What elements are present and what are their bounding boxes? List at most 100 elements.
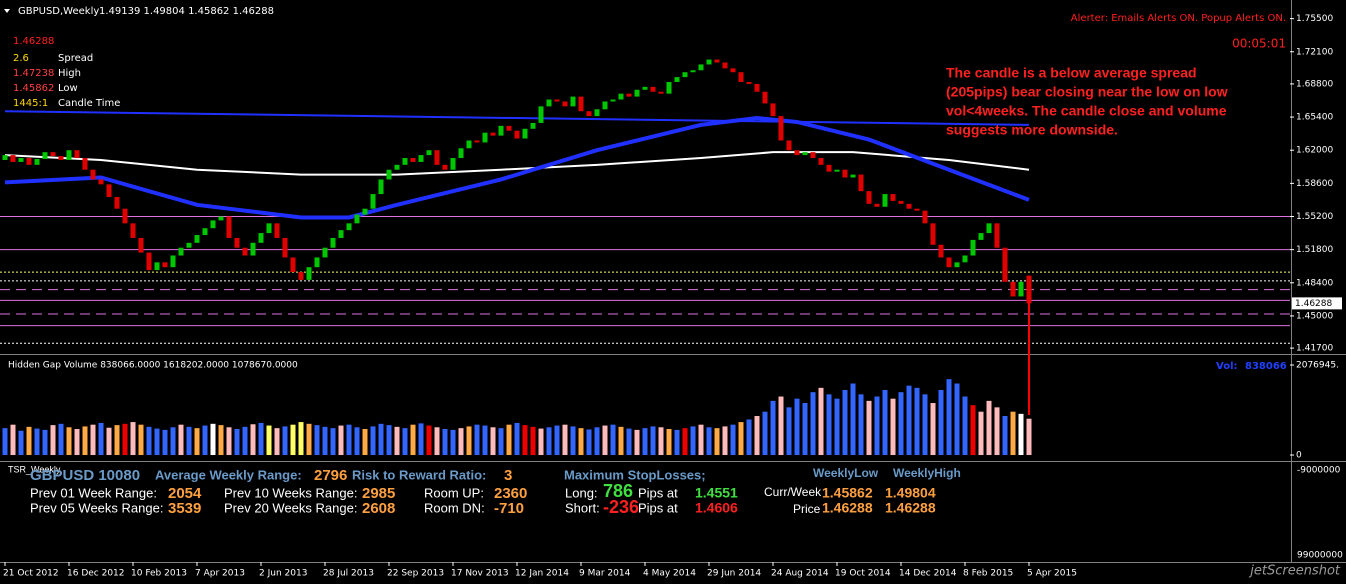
x-tick-label: 17 Nov 2013 [451, 569, 509, 579]
volume-bar [994, 407, 1000, 456]
candle [650, 86, 656, 92]
tsr-text: Long: [565, 485, 598, 500]
volume-bar [114, 425, 120, 456]
volume-bar [706, 427, 712, 456]
volume-bar [666, 429, 672, 456]
volume-bar [218, 425, 224, 456]
candle [274, 223, 280, 238]
volume-bar [906, 385, 912, 456]
y-tick-label: 1.68800 [1296, 79, 1333, 89]
candle [194, 235, 200, 243]
annotation-line: The candle is a below average spread [946, 65, 1197, 81]
candle [234, 237, 240, 248]
volume-bar [898, 392, 904, 456]
tsr-text: 3 [504, 467, 512, 484]
info-value: 1445:1 [13, 98, 48, 109]
candle [114, 197, 120, 209]
candle [202, 228, 208, 236]
volume-bar [690, 426, 696, 456]
volume-bar [506, 424, 512, 456]
y-tick-label: 1.48400 [1296, 278, 1333, 288]
candle [866, 191, 872, 204]
volume-bar [930, 403, 936, 456]
volume-bar [802, 403, 808, 456]
tsr-text: 1.45862 [822, 485, 873, 501]
volume-bar [778, 396, 784, 456]
candle [914, 208, 920, 211]
volume-bar [586, 429, 592, 456]
y-tick-label: 1.45000 [1296, 311, 1333, 321]
volume-bar [978, 411, 984, 456]
candle [2, 155, 8, 160]
tsr-text: 1.49804 [885, 485, 936, 501]
tsr-text: GBPUSD 10080 [30, 467, 140, 484]
tsr-text: WeeklyLow [813, 466, 879, 480]
tsr-text: Curr/Week [764, 485, 822, 499]
candle [890, 194, 896, 201]
candle [626, 93, 632, 97]
volume-bar [850, 383, 856, 456]
candle [570, 96, 576, 107]
volume-bar [122, 423, 128, 456]
candle [146, 252, 152, 271]
candle [410, 158, 416, 162]
candle [442, 164, 448, 170]
candle [882, 194, 888, 207]
volume-bar [594, 427, 600, 456]
candle [954, 262, 960, 268]
candle [818, 158, 824, 165]
tsr-text: 2985 [362, 485, 395, 502]
volume-bar [970, 405, 976, 456]
candle [986, 223, 992, 234]
volume-bar [530, 426, 536, 456]
tsr-text: Pips at [638, 485, 678, 500]
candle [554, 99, 560, 102]
candle [722, 62, 728, 69]
annotation: The candle is a below average spread (20… [946, 65, 1228, 138]
candle [778, 116, 784, 141]
volume-bar [282, 426, 288, 456]
volume-bar [130, 422, 136, 456]
candle [18, 158, 24, 162]
volume-bar [162, 429, 168, 456]
moving-average [4, 151, 1030, 176]
candle [634, 89, 640, 97]
candle [426, 150, 432, 156]
candle [674, 77, 680, 82]
x-tick-label: 2 Jun 2013 [259, 569, 307, 579]
volume-bar [986, 400, 992, 456]
volume-bar [562, 424, 568, 456]
candle [98, 179, 104, 185]
candle [466, 140, 472, 149]
volume-bar [42, 429, 48, 456]
moving-average [4, 116, 1030, 220]
candle [418, 155, 424, 162]
candle [850, 174, 856, 178]
candle [978, 233, 984, 240]
tsr-text: Risk to Reward Ratio: [352, 467, 486, 482]
x-tick-label: 28 Jul 2013 [323, 569, 374, 579]
tsr-text: 1.4606 [695, 500, 738, 516]
x-tick-label: 21 Oct 2012 [3, 569, 59, 579]
y-tick-label: 1.75500 [1296, 14, 1333, 24]
candle [450, 158, 456, 170]
candle [1018, 281, 1024, 297]
volume-bar [642, 428, 648, 456]
menu-arrow[interactable] [4, 9, 10, 13]
candle [50, 152, 56, 157]
volume-bar [650, 426, 656, 456]
candle [74, 150, 80, 159]
candle [858, 174, 864, 192]
candle [34, 158, 40, 165]
volume-bar [858, 394, 864, 456]
price-box [1292, 297, 1342, 310]
candle [314, 257, 320, 268]
volume-bar [394, 426, 400, 456]
volume-bar [458, 428, 464, 456]
candle [154, 262, 160, 271]
volume-bar [1018, 413, 1024, 456]
candle [362, 208, 368, 215]
candle [730, 68, 736, 73]
volume-bar [658, 427, 664, 456]
info-label: Spread [58, 53, 93, 64]
